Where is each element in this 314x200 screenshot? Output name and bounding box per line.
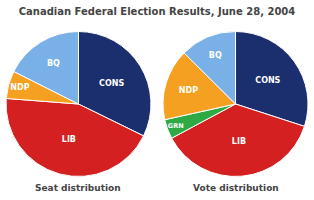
svg-text:Canadian Federal Election Resu: Canadian Federal Election Results, June …: [19, 6, 296, 17]
svg-text:NDP: NDP: [179, 86, 198, 95]
svg-text:Seat distribution: Seat distribution: [35, 183, 121, 193]
svg-text:BQ: BQ: [47, 59, 60, 68]
svg-text:CONS: CONS: [99, 79, 124, 88]
svg-text:NDP: NDP: [10, 83, 29, 92]
svg-text:CONS: CONS: [255, 76, 280, 85]
svg-text:LIB: LIB: [232, 137, 246, 146]
svg-text:GRN: GRN: [168, 122, 184, 130]
svg-text:Vote distribution: Vote distribution: [193, 183, 279, 193]
svg-text:LIB: LIB: [62, 135, 76, 144]
svg-text:BQ: BQ: [209, 51, 222, 60]
